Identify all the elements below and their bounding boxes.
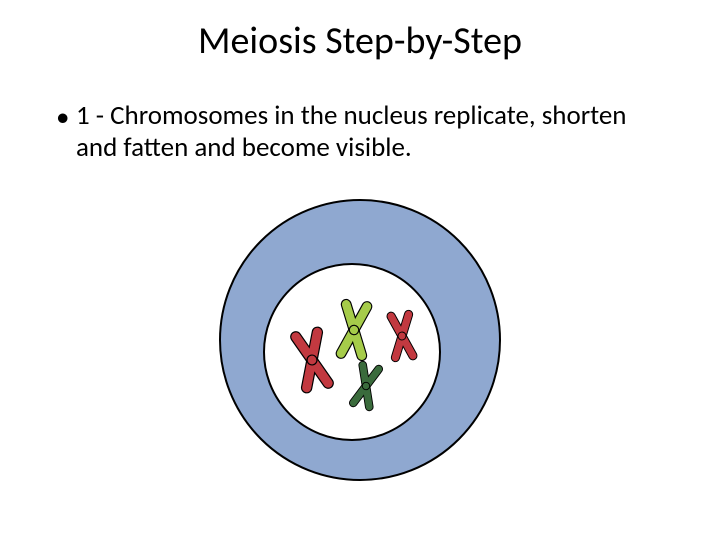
bullet-marker: • — [56, 100, 76, 134]
cell-svg — [210, 190, 510, 490]
page-title: Meiosis Step-by-Step — [0, 18, 720, 64]
cell-diagram — [210, 190, 510, 490]
bullet-list: • 1 - Chromosomes in the nucleus replica… — [56, 100, 656, 164]
bullet-text: 1 - Chromosomes in the nucleus replicate… — [76, 100, 656, 164]
slide: Meiosis Step-by-Step • 1 - Chromosomes i… — [0, 0, 720, 540]
bullet-item: • 1 - Chromosomes in the nucleus replica… — [56, 100, 656, 164]
